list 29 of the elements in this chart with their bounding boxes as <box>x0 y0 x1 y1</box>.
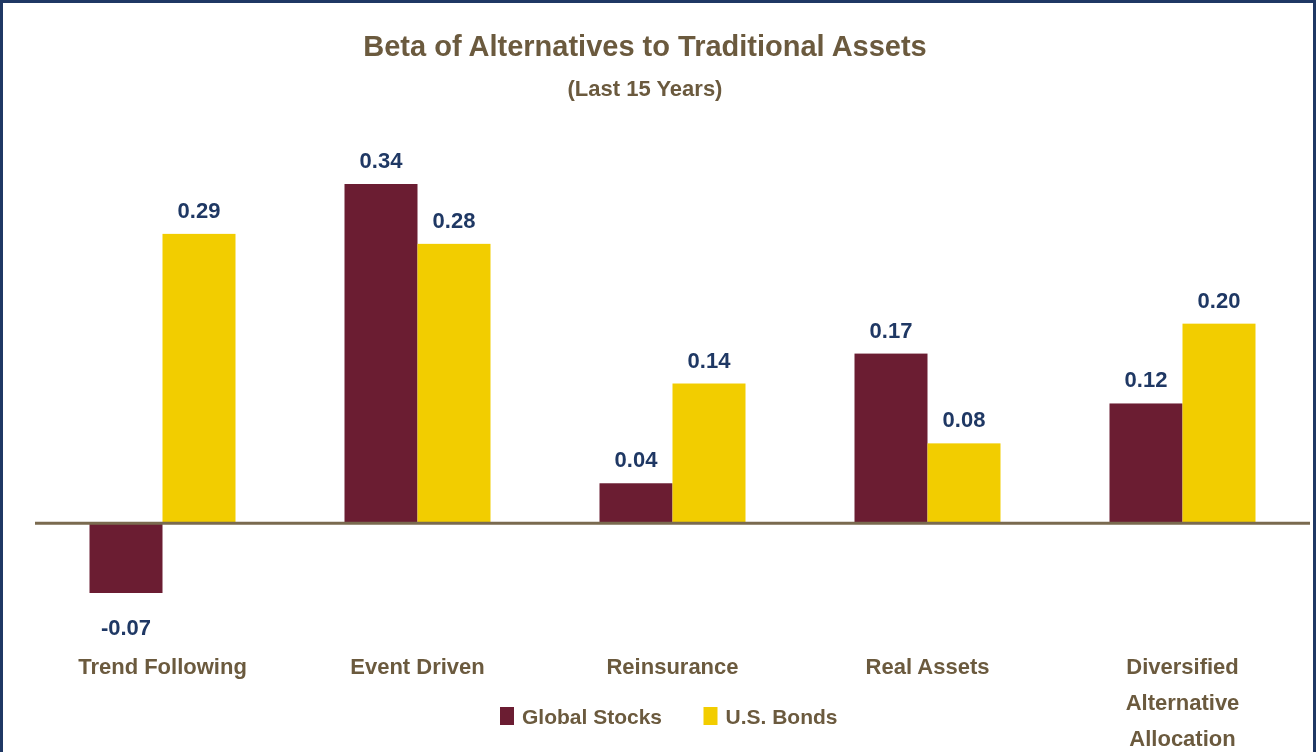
legend-label: Global Stocks <box>522 705 663 728</box>
bar <box>672 383 746 524</box>
data-label: 0.29 <box>177 197 221 223</box>
x-tick-label: Trend Following <box>78 654 247 679</box>
bar <box>417 243 491 524</box>
bar <box>927 443 1001 524</box>
x-tick-label: Real Assets <box>865 654 990 679</box>
bar <box>162 233 236 524</box>
bar <box>1182 323 1256 524</box>
bar <box>1109 403 1183 524</box>
bar <box>599 483 673 524</box>
x-tick-label: Event Driven <box>350 654 485 679</box>
x-tick-label: Reinsurance <box>606 654 739 679</box>
chart-subtitle: (Last 15 Years) <box>567 76 723 101</box>
data-label: 0.12 <box>1124 367 1168 393</box>
data-label: 0.14 <box>687 347 732 373</box>
legend-label: U.S. Bonds <box>725 705 838 728</box>
data-label: 0.04 <box>614 447 659 473</box>
bar <box>89 523 163 593</box>
data-label: 0.20 <box>1197 287 1241 313</box>
x-tick-label: Diversified Alternative Allocation <box>1125 654 1240 751</box>
chart-title: Beta of Alternatives to Traditional Assets <box>363 30 927 62</box>
data-label: 0.34 <box>359 148 404 173</box>
data-label: 0.28 <box>432 207 476 233</box>
data-label: 0.17 <box>869 317 913 343</box>
bar <box>854 353 928 524</box>
bar <box>344 184 418 524</box>
data-label: -0.07 <box>100 615 152 640</box>
data-label: 0.08 <box>942 407 986 433</box>
